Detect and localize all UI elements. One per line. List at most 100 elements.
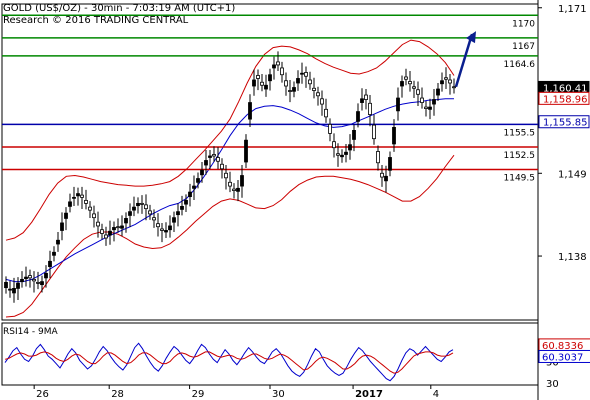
price-tag-label: 1,158.96 bbox=[543, 94, 588, 105]
candle-body bbox=[404, 76, 408, 80]
candle-body bbox=[444, 77, 448, 80]
candle-body bbox=[40, 281, 44, 286]
level-label: 1155.5 bbox=[504, 128, 536, 138]
candle-body bbox=[152, 217, 156, 221]
candle-body bbox=[188, 191, 192, 198]
candle-body bbox=[292, 87, 296, 92]
candle-body bbox=[32, 278, 36, 282]
candle-body bbox=[432, 99, 436, 105]
candle-body bbox=[400, 81, 404, 87]
rsi-y-tick-label: 50 bbox=[546, 357, 559, 368]
rsi-value-tag-box bbox=[538, 349, 590, 363]
candle-body bbox=[144, 204, 148, 210]
candle-body bbox=[340, 154, 344, 158]
forecast-arrow-shaft bbox=[454, 33, 474, 88]
candle-body bbox=[100, 229, 104, 234]
candle-body bbox=[360, 98, 364, 103]
level-label: 1149.5 bbox=[504, 174, 536, 184]
candle-body bbox=[196, 178, 200, 183]
candle-body bbox=[300, 72, 304, 75]
candle-body bbox=[332, 141, 336, 149]
candle-body bbox=[388, 157, 392, 171]
candle-body bbox=[248, 102, 252, 120]
candle-body bbox=[424, 106, 428, 109]
candle-body bbox=[64, 212, 68, 219]
candle-body bbox=[380, 172, 384, 178]
y-tick-label: 1,149 bbox=[558, 169, 587, 180]
candle-body bbox=[208, 155, 212, 158]
candle-body bbox=[420, 97, 424, 103]
rsi-y-tick-label: 30 bbox=[546, 379, 559, 390]
candle-body bbox=[112, 227, 116, 231]
candle-body bbox=[240, 175, 244, 187]
candle-body bbox=[180, 205, 184, 210]
candle-body bbox=[104, 234, 108, 239]
candle-body bbox=[224, 172, 228, 179]
candle-body bbox=[308, 79, 312, 85]
candle-body bbox=[84, 199, 88, 204]
candle-body bbox=[168, 225, 172, 231]
level-label: 1167 bbox=[512, 42, 535, 52]
candle-body bbox=[364, 94, 368, 100]
candle-body bbox=[256, 75, 260, 79]
candle-body bbox=[416, 89, 420, 95]
x-tick-label: 2017 bbox=[355, 389, 383, 400]
candle-body bbox=[272, 64, 276, 69]
candle-body bbox=[344, 151, 348, 155]
candle-body bbox=[392, 126, 396, 145]
y-tick-label: 1,171 bbox=[558, 4, 587, 15]
candle-body bbox=[312, 87, 316, 91]
price-tag-label: 1,155.85 bbox=[543, 118, 588, 129]
candle-body bbox=[136, 202, 140, 207]
candle-body bbox=[280, 67, 284, 76]
candle-body bbox=[356, 111, 360, 122]
candle-body bbox=[268, 74, 272, 82]
candle-body bbox=[172, 217, 176, 223]
price-panel-frame bbox=[1, 3, 539, 321]
candle-body bbox=[20, 278, 24, 283]
candle-body bbox=[320, 98, 324, 105]
candle-body bbox=[428, 106, 432, 110]
candle-body bbox=[328, 123, 332, 134]
candle-body bbox=[164, 230, 168, 233]
rsi-series-rsi14 bbox=[4, 342, 454, 382]
candle-body bbox=[276, 61, 280, 66]
candle-body bbox=[72, 196, 76, 199]
candle-body bbox=[24, 276, 28, 280]
price-tag-label: 1,160.41 bbox=[543, 83, 588, 94]
bollinger-upper-line bbox=[5, 39, 455, 241]
candle-body bbox=[192, 185, 196, 189]
candle-body bbox=[124, 218, 128, 224]
candle-body bbox=[260, 81, 264, 86]
candle-body bbox=[176, 211, 180, 216]
candle-body bbox=[200, 169, 204, 176]
x-tick-label: 29 bbox=[192, 389, 205, 400]
candle-body bbox=[80, 194, 84, 198]
candle-body bbox=[4, 281, 8, 289]
candle-body bbox=[452, 86, 456, 89]
candle-body bbox=[408, 81, 412, 85]
rsi-value-tag-label: 60.3037 bbox=[542, 352, 583, 363]
copyright-line: Research © 2016 TRADING CENTRAL bbox=[3, 15, 189, 26]
level-label: 1152.5 bbox=[504, 151, 536, 161]
candle-body bbox=[148, 210, 152, 215]
candle-body bbox=[348, 144, 352, 151]
level-label: 1170 bbox=[512, 19, 535, 29]
candle-body bbox=[376, 151, 380, 164]
x-tick-label: 4 bbox=[433, 389, 439, 400]
candle-body bbox=[140, 202, 144, 205]
candle-body bbox=[128, 211, 132, 216]
candle-body bbox=[448, 79, 452, 84]
candle-body bbox=[384, 175, 388, 182]
candle-body bbox=[252, 79, 256, 87]
rsi-value-tag-label: 60.8336 bbox=[542, 341, 583, 352]
candle-body bbox=[48, 260, 52, 267]
candle-body bbox=[36, 281, 40, 284]
candle-body bbox=[236, 187, 240, 192]
candle-body bbox=[368, 102, 372, 115]
candle-body bbox=[244, 139, 248, 163]
candle-body bbox=[92, 213, 96, 219]
x-tick-label: 26 bbox=[36, 389, 49, 400]
